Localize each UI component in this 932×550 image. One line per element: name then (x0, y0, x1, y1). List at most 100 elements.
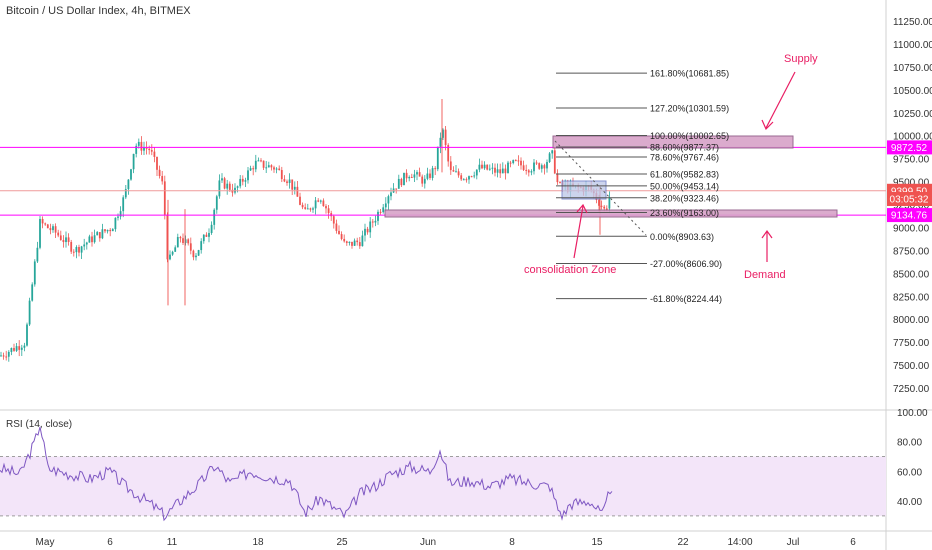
candle-body (153, 151, 156, 157)
demand-zone[interactable] (384, 209, 838, 218)
candle-body (395, 188, 398, 190)
candle-body (249, 168, 252, 171)
candle-body (598, 199, 600, 206)
candle-body (163, 181, 166, 215)
candle-body (603, 206, 606, 209)
fib-level-label: -61.80%(8224.44) (650, 294, 722, 304)
fib-level-label: 161.80%(10681.85) (650, 69, 729, 79)
consolidation-zone[interactable] (561, 180, 607, 200)
candle-body (241, 178, 244, 182)
candle-body (538, 163, 541, 169)
candle-body (96, 232, 99, 236)
candle-body (426, 173, 429, 179)
candle-body (452, 170, 455, 172)
candle-body (421, 176, 424, 184)
candle-body (28, 300, 31, 325)
candle-body (309, 208, 312, 210)
candle-body (520, 160, 522, 166)
time-tick-label: 6 (107, 537, 113, 548)
candle-body (221, 178, 223, 181)
demand-label: Demand (744, 269, 786, 281)
candle-body (605, 208, 608, 210)
fib-level-label: 127.20%(10301.59) (650, 104, 729, 114)
candle-body (345, 241, 348, 243)
candle-body (15, 346, 18, 351)
candle-body (455, 171, 457, 173)
candle-body (343, 238, 346, 242)
supply-label: Supply (784, 53, 818, 65)
rsi-line (0, 426, 613, 522)
candle-body (317, 200, 320, 202)
price-tick-label: 11250.00 (893, 17, 932, 28)
candle-body (5, 356, 8, 358)
candle-body (80, 246, 83, 253)
fib-level-label: 50.00%(9453.14) (650, 181, 719, 191)
candle-body (57, 232, 60, 236)
candle-body (46, 224, 49, 229)
candle-body (468, 176, 470, 180)
time-axis[interactable]: May 6 11 18 25 Jun 8 15 22 14:00 Jul 6 (36, 537, 857, 548)
candle-body (280, 170, 283, 180)
candle-body (291, 179, 294, 190)
rsi-tick-label: 60.00 (897, 467, 922, 478)
candle-body (122, 197, 125, 212)
candle-body (473, 175, 476, 177)
fib-level-label: 61.80%(9582.83) (650, 169, 719, 179)
candle-body (377, 211, 379, 221)
candle-body (223, 178, 226, 189)
candle-body (423, 178, 426, 184)
candle-body (356, 240, 359, 243)
chart-title: Bitcoin / US Dollar Index, 4h, BITMEX (6, 5, 191, 17)
candle-body (403, 172, 405, 186)
candle-body (114, 217, 117, 230)
candle-body (174, 247, 177, 252)
candle-body (124, 189, 127, 198)
fibonacci-levels[interactable]: 161.80%(10681.85) 127.20%(10301.59) 100.00… (556, 69, 729, 304)
fib-level-label: 23.60%(9163.00) (650, 208, 719, 218)
candle-body (507, 162, 509, 174)
fib-level-label: 0.00%(8903.63) (650, 232, 714, 242)
candle-body (85, 242, 88, 245)
candle-body (374, 220, 377, 223)
candle-body (530, 171, 533, 173)
rsi-axis[interactable]: 100.00 80.00 60.00 40.00 (897, 408, 928, 508)
candle-body (244, 180, 247, 182)
candle-body (119, 211, 122, 217)
price-axis[interactable]: 11250.00 11000.00 10750.00 10500.00 10250.00… (893, 17, 932, 395)
candle-body (434, 168, 437, 170)
candle-body (462, 179, 465, 181)
candle-body (509, 162, 512, 164)
candle-body (236, 186, 239, 188)
candle-body (488, 168, 491, 170)
demand-arrow-head (761, 229, 773, 239)
candle-body (501, 168, 504, 174)
candle-body (439, 137, 442, 147)
supply-zone[interactable] (552, 135, 794, 149)
candle-body (72, 251, 75, 253)
candle-body (234, 187, 236, 193)
candle-body (148, 148, 151, 151)
candle-body (299, 196, 301, 205)
candle-body (293, 186, 296, 190)
candle-body (369, 221, 372, 233)
candle-body (93, 235, 96, 243)
candle-body (540, 165, 543, 169)
candle-body (416, 172, 418, 175)
rsi-band (0, 456, 886, 516)
candle-body (418, 172, 421, 177)
candle-body (218, 180, 221, 197)
candle-body (260, 160, 262, 162)
candle-body (465, 179, 468, 181)
price-badge-label: 9134.76 (891, 211, 928, 222)
price-tick-label: 10500.00 (893, 86, 932, 97)
time-tick-label: 6 (850, 537, 856, 548)
candle-body (283, 179, 286, 182)
rsi-tick-label: 100.00 (897, 408, 928, 419)
candle-body (54, 226, 57, 233)
candle-body (59, 235, 62, 241)
candle-body (499, 169, 502, 174)
candle-body (145, 147, 148, 149)
candle-body (431, 168, 434, 178)
candle-body (262, 160, 265, 168)
